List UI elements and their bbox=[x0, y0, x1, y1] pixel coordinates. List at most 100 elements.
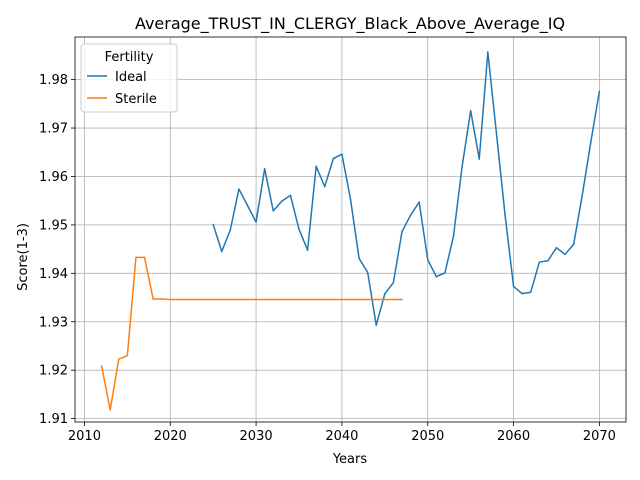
y-tick-label: 1.91 bbox=[39, 412, 68, 427]
data-point-ideal bbox=[512, 285, 515, 288]
data-point-sterile bbox=[109, 409, 111, 411]
data-point-sterile bbox=[401, 298, 403, 301]
data-point-ideal bbox=[452, 235, 455, 237]
data-point-ideal bbox=[375, 324, 377, 326]
data-point-sterile bbox=[143, 256, 146, 259]
data-point-ideal bbox=[435, 275, 438, 278]
data-point-sterile bbox=[324, 298, 326, 301]
chart-title: Average_TRUST_IN_CLERGY_Black_Above_Aver… bbox=[135, 14, 565, 34]
data-point-sterile bbox=[272, 298, 275, 301]
legend-title: Fertility bbox=[105, 50, 154, 65]
legend-label-sterile: Sterile bbox=[115, 92, 157, 107]
data-point-ideal bbox=[444, 272, 446, 274]
y-tick-label: 1.93 bbox=[39, 315, 68, 330]
y-tick-label: 1.92 bbox=[39, 364, 68, 379]
data-point-ideal bbox=[221, 250, 223, 253]
data-point-ideal bbox=[255, 221, 257, 223]
data-point-sterile bbox=[392, 298, 395, 301]
y-tick-label: 1.97 bbox=[39, 122, 68, 137]
plot-frame bbox=[74, 36, 627, 423]
data-point-sterile bbox=[178, 298, 180, 301]
data-point-ideal bbox=[547, 259, 549, 262]
series-line-ideal bbox=[212, 51, 601, 326]
data-point-ideal bbox=[349, 198, 352, 200]
data-point-sterile bbox=[246, 298, 249, 301]
data-point-sterile bbox=[186, 298, 189, 301]
legend-label-ideal: Ideal bbox=[115, 70, 147, 85]
x-axis-label: Years bbox=[332, 452, 368, 467]
data-point-ideal bbox=[246, 204, 249, 207]
data-point-ideal bbox=[418, 201, 420, 203]
data-point-sterile bbox=[332, 298, 335, 301]
data-point-ideal bbox=[555, 246, 558, 249]
data-point-ideal bbox=[366, 271, 369, 274]
data-point-sterile bbox=[289, 298, 292, 301]
series-line-sterile bbox=[100, 256, 402, 411]
data-point-sterile bbox=[238, 298, 240, 301]
legend-box bbox=[80, 43, 178, 113]
data-point-sterile bbox=[298, 298, 300, 301]
data-point-ideal bbox=[426, 259, 429, 261]
data-point-sterile bbox=[263, 298, 266, 301]
data-point-ideal bbox=[504, 213, 506, 215]
data-point-ideal bbox=[289, 194, 292, 197]
data-point-ideal bbox=[315, 165, 317, 168]
x-tick-label: 2030 bbox=[240, 429, 273, 444]
data-point-ideal bbox=[358, 257, 360, 260]
data-point-ideal bbox=[581, 194, 583, 197]
data-point-sterile bbox=[384, 298, 386, 301]
data-point-ideal bbox=[401, 230, 403, 233]
data-point-ideal bbox=[590, 141, 592, 143]
data-point-ideal bbox=[495, 132, 498, 134]
data-point-sterile bbox=[255, 298, 257, 301]
data-point-sterile bbox=[315, 298, 317, 301]
data-point-sterile bbox=[229, 298, 232, 301]
data-point-ideal bbox=[487, 51, 489, 53]
x-tick-label: 2020 bbox=[154, 429, 187, 444]
data-point-ideal bbox=[238, 188, 240, 190]
data-point-ideal bbox=[212, 223, 214, 226]
data-point-sterile bbox=[169, 298, 172, 301]
data-point-sterile bbox=[118, 358, 120, 360]
data-point-ideal bbox=[409, 214, 412, 216]
data-point-ideal bbox=[469, 109, 472, 112]
data-point-sterile bbox=[126, 354, 129, 357]
data-point-sterile bbox=[135, 256, 137, 259]
data-point-sterile bbox=[306, 298, 309, 301]
data-point-ideal bbox=[341, 153, 343, 155]
data-point-ideal bbox=[572, 243, 575, 246]
legend: Fertility Ideal Sterile bbox=[80, 43, 178, 113]
data-point-ideal bbox=[478, 158, 480, 160]
x-tick-label: 2050 bbox=[411, 429, 444, 444]
data-point-ideal bbox=[281, 200, 283, 202]
data-point-sterile bbox=[221, 298, 223, 301]
x-tick-label: 2070 bbox=[583, 429, 616, 444]
y-tick-label: 1.98 bbox=[39, 73, 68, 88]
data-point-sterile bbox=[375, 298, 377, 301]
data-point-ideal bbox=[598, 90, 601, 92]
plot-area bbox=[100, 51, 601, 411]
data-point-ideal bbox=[521, 292, 523, 295]
data-point-sterile bbox=[358, 298, 360, 301]
x-tick-label: 2060 bbox=[497, 429, 530, 444]
data-point-ideal bbox=[324, 185, 326, 188]
y-tick-label: 1.96 bbox=[39, 170, 68, 185]
data-point-sterile bbox=[100, 365, 103, 367]
data-point-ideal bbox=[564, 253, 566, 256]
y-axis-ticks: 1.91 1.92 1.93 1.94 1.95 1.96 1.97 1.98 bbox=[39, 73, 75, 427]
y-tick-label: 1.94 bbox=[39, 267, 68, 282]
data-point-sterile bbox=[160, 298, 163, 300]
data-point-ideal bbox=[529, 291, 532, 293]
x-tick-label: 2010 bbox=[68, 429, 101, 444]
data-point-sterile bbox=[152, 298, 154, 300]
y-axis-label: Score(1-3) bbox=[16, 223, 31, 291]
data-point-sterile bbox=[203, 298, 206, 301]
data-point-ideal bbox=[298, 228, 300, 231]
data-point-ideal bbox=[306, 249, 309, 251]
data-point-sterile bbox=[212, 298, 214, 301]
data-point-sterile bbox=[341, 298, 343, 301]
x-tick-label: 2040 bbox=[325, 429, 358, 444]
y-tick-label: 1.95 bbox=[39, 218, 68, 233]
data-point-ideal bbox=[461, 166, 463, 168]
